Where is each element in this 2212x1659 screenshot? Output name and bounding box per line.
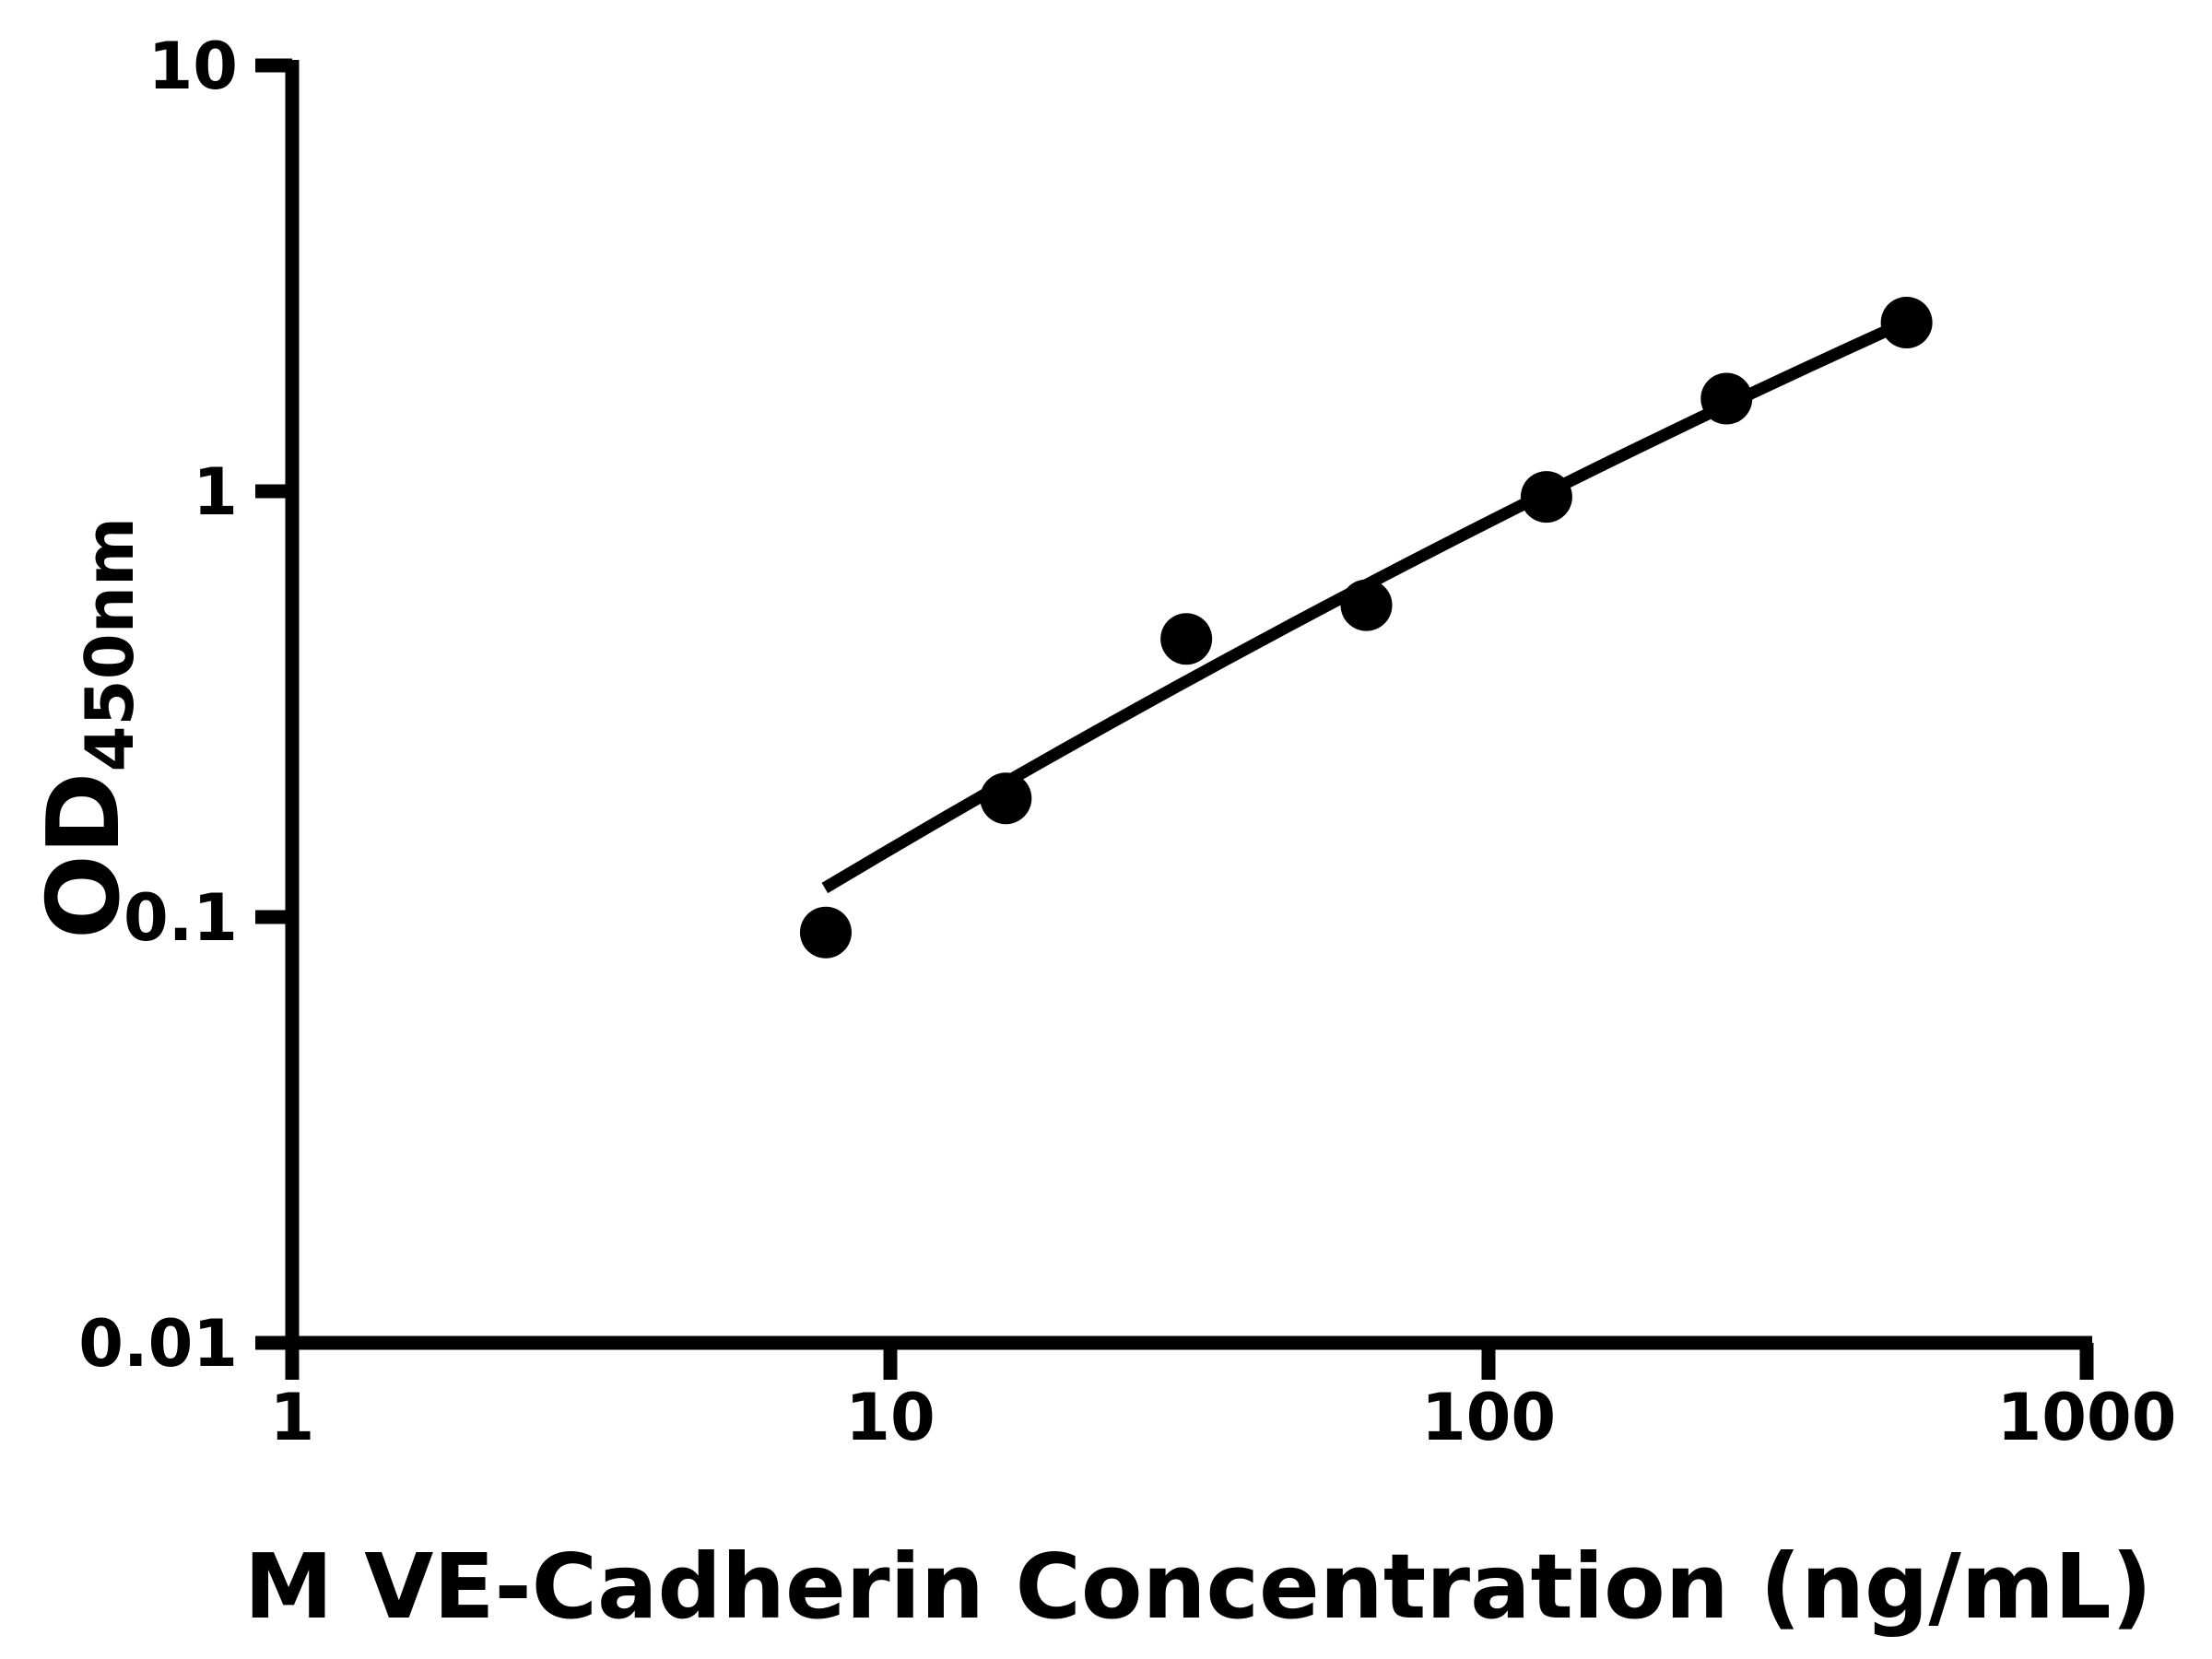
y-tick-label: 10	[148, 29, 238, 104]
data-point	[1160, 613, 1213, 665]
axes-layer: 0.01 0.1 1 10 1 10 100 1000	[78, 29, 2176, 1455]
y-axis-title-main: OD	[27, 772, 142, 939]
y-axis-title-subscript: 450nm	[71, 517, 148, 772]
data-point	[980, 772, 1032, 825]
data-point	[1880, 296, 1933, 348]
x-axis-title: M VE-Cadherin Concentration (ng/mL)	[244, 1535, 2152, 1639]
series-layer	[799, 296, 1933, 959]
x-tick-label: 10	[845, 1380, 935, 1455]
data-point	[799, 906, 852, 959]
x-tick-label: 1	[270, 1380, 315, 1455]
y-tick-label: 1	[193, 454, 238, 530]
y-tick-label: 0.1	[124, 880, 238, 956]
data-point	[1700, 372, 1753, 425]
data-point	[1520, 471, 1572, 524]
data-point	[1340, 579, 1393, 631]
x-tick-label: 100	[1421, 1380, 1556, 1455]
x-tick-label: 1000	[1997, 1380, 2177, 1455]
y-axis-title: OD450nm	[27, 517, 148, 939]
y-tick-label: 0.01	[78, 1306, 238, 1382]
